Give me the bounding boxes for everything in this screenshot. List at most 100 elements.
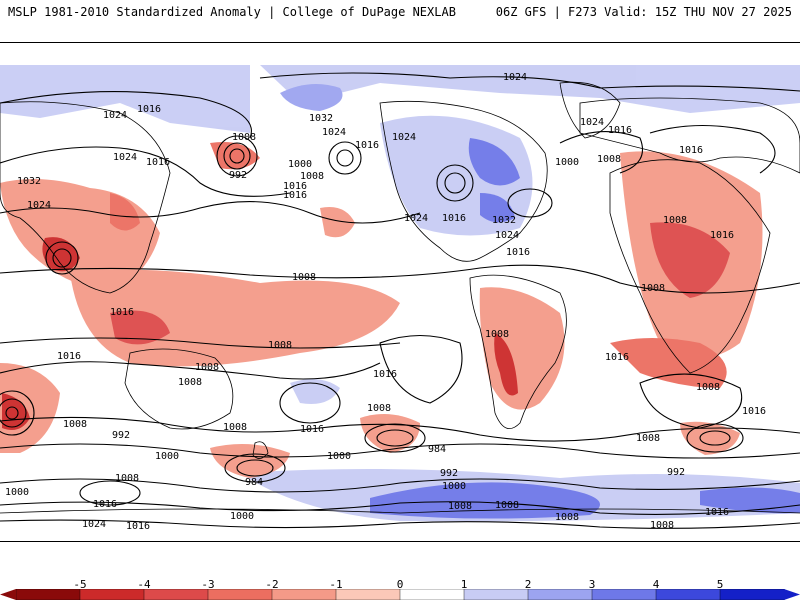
- colorbar-segment: [655, 589, 721, 600]
- isobar-label: 1016: [710, 230, 734, 241]
- isobar-label: 1024: [27, 200, 51, 211]
- isobar-label: 1016: [146, 157, 170, 168]
- isobar-label: 1024: [503, 72, 527, 83]
- isobar-label: 1008: [268, 340, 292, 351]
- isobar-label: 1008: [223, 422, 247, 433]
- isobar-label: 1032: [309, 113, 333, 124]
- colorbar-left-arrow: [0, 589, 16, 600]
- maritime-negative-anomaly: [70, 269, 400, 367]
- colorbar-segment: [79, 589, 145, 600]
- colorbar-segment: [591, 589, 657, 600]
- pacific-positive-anomaly: [0, 65, 250, 133]
- isobar-label: 1016: [442, 213, 466, 224]
- isobar-label: 992: [112, 430, 130, 441]
- isobar-label: 1008: [696, 382, 720, 393]
- isobar-label: 1000: [327, 451, 351, 462]
- colorbar-tick: 1: [460, 578, 468, 591]
- isobar-label: 1008: [448, 501, 472, 512]
- coastlines: [0, 81, 800, 514]
- colorbar-tick: 2: [524, 578, 532, 591]
- greenland-coast: [559, 81, 621, 139]
- isobar-label: 1016: [93, 499, 117, 510]
- isobar-label: 1008: [485, 329, 509, 340]
- eurasia-coast: [579, 97, 800, 174]
- colorbar-tick: -5: [73, 578, 87, 591]
- isobar-label: 1000: [230, 511, 254, 522]
- isobar-label: 1008: [495, 500, 519, 511]
- isobar-label: 1008: [63, 419, 87, 430]
- colorbar-tick: 4: [652, 578, 660, 591]
- colorbar-tick: 0: [396, 578, 404, 591]
- isobar-label: 1000: [442, 481, 466, 492]
- south-atlantic-negative-anomaly: [360, 414, 420, 453]
- isobar-label: 992: [667, 467, 685, 478]
- isobar-label: 1016: [300, 424, 324, 435]
- aleutian-positive-anomaly: [280, 84, 343, 111]
- south-pacific-negative-anomaly: [210, 444, 290, 478]
- isobar-label: 1032: [492, 215, 516, 226]
- southwest-negative-anomaly: [0, 363, 60, 453]
- anomaly-shading: [0, 65, 800, 522]
- isobar-label: 1008: [178, 377, 202, 388]
- colorbar-tick: -3: [201, 578, 215, 591]
- great-lakes-positive-core: [468, 138, 520, 186]
- colorbar-tick: -1: [329, 578, 343, 591]
- isobar-label: 1016: [608, 125, 632, 136]
- isobar-label: 1024: [495, 230, 519, 241]
- south-america-coast: [469, 274, 567, 430]
- colorbar-tick: -4: [137, 578, 151, 591]
- isobar-label: 1016: [110, 307, 134, 318]
- isobar-label: 1016: [283, 190, 307, 201]
- isobar-label: 1008: [292, 272, 316, 283]
- isobar-label: 992: [229, 170, 247, 181]
- africa-negative-core: [650, 222, 730, 298]
- isobar-label: 1008: [663, 215, 687, 226]
- colorbar-segment: [271, 589, 337, 600]
- antarctica-coast: [0, 508, 800, 514]
- colorbar-tick: 5: [716, 578, 724, 591]
- chart-title: MSLP 1981-2010 Standardized Anomaly | Co…: [8, 5, 456, 19]
- colorbar-segment: [527, 589, 593, 600]
- isobar-label: 1008: [195, 362, 219, 373]
- colorbar-tick: 3: [588, 578, 596, 591]
- australia-coast: [124, 348, 234, 430]
- colorbar-segment: [207, 589, 273, 600]
- isobar-label: 1016: [355, 140, 379, 151]
- isobar-label: 1032: [17, 176, 41, 187]
- isobar-label: 1008: [232, 132, 256, 143]
- isobar-label: 992: [440, 468, 458, 479]
- isobar-label: 1008: [597, 154, 621, 165]
- isobar-label: 1000: [288, 159, 312, 170]
- isobar-label: 1016: [137, 104, 161, 115]
- isobar-label: 1016: [126, 521, 150, 532]
- isobar-labels: 1024 1016 1024 1024 1016 1032 1024 1016 …: [5, 72, 766, 532]
- isobar-label: 1008: [636, 433, 660, 444]
- central-pacific-negative-anomaly: [320, 207, 355, 238]
- isobar-label: 1024: [113, 152, 137, 163]
- south-america-negative-anomaly: [479, 287, 565, 410]
- south-pacific-positive-anomaly: [290, 379, 340, 404]
- isobar-label: 1016: [373, 369, 397, 380]
- isobar-label: 1016: [605, 352, 629, 363]
- isobar-label: 984: [245, 477, 263, 488]
- colorbar-segment: [143, 589, 209, 600]
- antarctic-east-positive-core: [700, 487, 800, 514]
- isobars: [0, 72, 800, 529]
- colorbar-segment: [463, 589, 529, 600]
- isobar-label: 1016: [679, 145, 703, 156]
- atlantic-positive-core: [480, 193, 515, 223]
- isobar-label: 1008: [650, 520, 674, 531]
- indian-ocean-negative-anomaly: [680, 421, 740, 455]
- isobar-label: 1016: [742, 406, 766, 417]
- east-asia-negative-anomaly: [110, 193, 140, 231]
- isobar-label: 1016: [506, 247, 530, 258]
- isobar-label: 1024: [82, 519, 106, 530]
- isobar-label: 984: [428, 444, 446, 455]
- isobar-label: 1024: [392, 132, 416, 143]
- andes-negative-core: [494, 333, 518, 396]
- colorbar-segment: [719, 589, 785, 600]
- colorbar-segment: [399, 589, 465, 600]
- isobar-label: 1024: [580, 117, 604, 128]
- isobar-label: 1008: [555, 512, 579, 523]
- isobar-label: 1016: [705, 507, 729, 518]
